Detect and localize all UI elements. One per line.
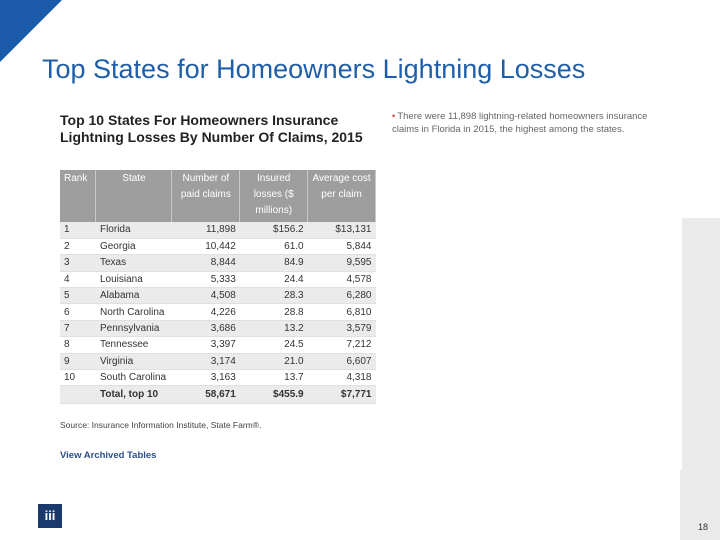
corner-decoration-bottom: [680, 218, 720, 540]
cell-claims: 4,508: [171, 287, 240, 305]
slide-title: Top States for Homeowners Lightning Loss…: [42, 54, 586, 84]
cell-rank: 7: [60, 320, 96, 338]
table-title: Top 10 States For Homeowners Insurance L…: [60, 112, 363, 145]
cell-average: 9,595: [307, 254, 376, 272]
cell-average: 4,578: [307, 271, 376, 289]
cell-state: Louisiana: [95, 271, 172, 289]
cell-state: Pennsylvania: [95, 320, 172, 338]
table-total-row: Total, top 10 58,671 $455.9 $7,771: [60, 385, 376, 405]
cell-claims: 11,898: [171, 222, 240, 239]
cell-losses: 28.8: [239, 303, 308, 321]
cell-rank: 9: [60, 353, 96, 371]
cell-average: 6,280: [307, 287, 376, 305]
header-average: Average cost per claim: [307, 170, 376, 222]
cell-rank: 8: [60, 336, 96, 354]
source-note: Source: Insurance Information Institute,…: [60, 420, 262, 430]
bullet-marker: •: [392, 111, 396, 122]
cell-losses: 21.0: [239, 353, 308, 371]
table-row: 5 Alabama 4,508 28.3 6,280: [60, 287, 376, 305]
cell-state: Alabama: [95, 287, 172, 305]
header-rank: Rank: [60, 170, 97, 222]
cell-claims: 3,174: [171, 353, 240, 371]
cell-losses: 24.5: [239, 336, 308, 354]
cell-claims: 8,844: [171, 254, 240, 272]
cell-state: Tennessee: [95, 336, 172, 354]
total-rank: [60, 385, 96, 405]
cell-average: 5,844: [307, 238, 376, 256]
cell-rank: 2: [60, 238, 96, 256]
total-label: Total, top 10: [95, 385, 172, 405]
table-row: 10 South Carolina 3,163 13.7 4,318: [60, 369, 376, 387]
lightning-losses-table: Rank State Number of paid claims Insured…: [60, 170, 376, 405]
cell-rank: 6: [60, 303, 96, 321]
iii-logo: iii: [38, 504, 62, 528]
cell-average: 7,212: [307, 336, 376, 354]
cell-losses: 13.7: [239, 369, 308, 387]
table-row: 1 Florida 11,898 $156.2 $13,131: [60, 222, 376, 239]
cell-rank: 4: [60, 271, 96, 289]
cell-state: North Carolina: [95, 303, 172, 321]
cell-losses: 13.2: [239, 320, 308, 338]
cell-state: Virginia: [95, 353, 172, 371]
cell-state: Florida: [95, 222, 172, 239]
cell-claims: 3,397: [171, 336, 240, 354]
cell-losses: 24.4: [239, 271, 308, 289]
cell-state: South Carolina: [95, 369, 172, 387]
page-number: 18: [697, 522, 708, 532]
total-claims: 58,671: [171, 385, 240, 405]
cell-average: 3,579: [307, 320, 376, 338]
cell-claims: 5,333: [171, 271, 240, 289]
bullet-note: • There were 11,898 lightning-related hom…: [392, 110, 674, 136]
cell-claims: 4,226: [171, 303, 240, 321]
table-row: 7 Pennsylvania 3,686 13.2 3,579: [60, 320, 376, 338]
cell-losses: 61.0: [239, 238, 308, 256]
cell-state: Texas: [95, 254, 172, 272]
cell-average: 6,607: [307, 353, 376, 371]
total-losses: $455.9: [239, 385, 308, 405]
cell-losses: 84.9: [239, 254, 308, 272]
header-claims: Number of paid claims: [171, 170, 241, 222]
corner-decoration-top: [0, 0, 62, 62]
cell-rank: 10: [60, 369, 96, 387]
total-average: $7,771: [307, 385, 376, 405]
cell-losses: 28.3: [239, 287, 308, 305]
table-row: 4 Louisiana 5,333 24.4 4,578: [60, 271, 376, 289]
table-row: 6 North Carolina 4,226 28.8 6,810: [60, 303, 376, 321]
table-row: 9 Virginia 3,174 21.0 6,607: [60, 353, 376, 371]
cell-average: 4,318: [307, 369, 376, 387]
view-archived-tables-link[interactable]: View Archived Tables: [60, 450, 157, 461]
table-row: 2 Georgia 10,442 61.0 5,844: [60, 238, 376, 256]
bullet-text: There were 11,898 lightning-related home…: [392, 111, 648, 135]
cell-rank: 3: [60, 254, 96, 272]
cell-average: $13,131: [307, 222, 376, 239]
cell-claims: 3,163: [171, 369, 240, 387]
cell-claims: 10,442: [171, 238, 240, 256]
cell-claims: 3,686: [171, 320, 240, 338]
header-state: State: [95, 170, 173, 222]
cell-rank: 5: [60, 287, 96, 305]
cell-average: 6,810: [307, 303, 376, 321]
cell-losses: $156.2: [239, 222, 308, 239]
cell-state: Georgia: [95, 238, 172, 256]
table-header-row: Rank State Number of paid claims Insured…: [60, 170, 376, 222]
header-losses: Insured losses ($ millions): [239, 170, 309, 222]
table-row: 8 Tennessee 3,397 24.5 7,212: [60, 336, 376, 354]
cell-rank: 1: [60, 222, 96, 239]
table-row: 3 Texas 8,844 84.9 9,595: [60, 254, 376, 272]
